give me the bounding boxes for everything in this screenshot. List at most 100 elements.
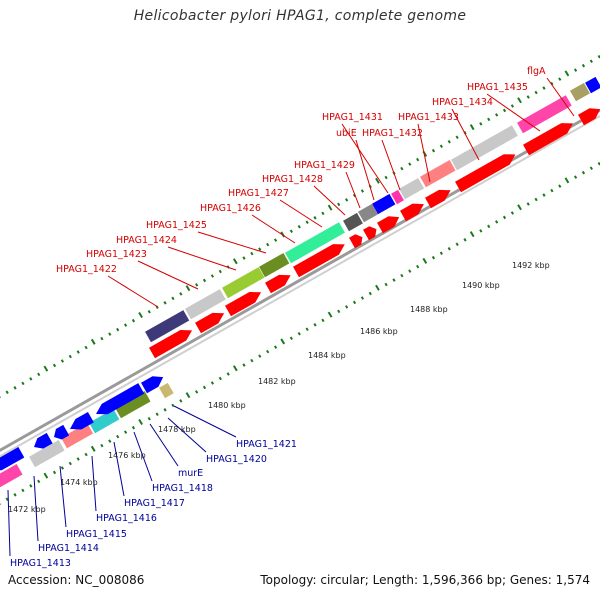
tick-mark-inner (375, 284, 380, 291)
tick-mark-inner (68, 461, 72, 466)
tick-mark-inner (469, 231, 475, 238)
gene-label-upper: HPAG1_1428 (262, 174, 323, 185)
tick-mark-inner (37, 479, 41, 484)
gene-label-upper: HPAG1_1433 (398, 112, 459, 123)
tick-mark-outer (210, 274, 215, 278)
tick-mark-inner (289, 336, 293, 340)
tick-mark-outer (360, 189, 365, 193)
feature-block-upper (570, 82, 590, 102)
leader-line (133, 431, 153, 482)
leader-line (137, 260, 199, 290)
feature-block-upper (343, 212, 363, 232)
tick-mark-outer (526, 95, 530, 99)
tick-mark-outer (305, 220, 309, 225)
tick-mark-inner (542, 193, 546, 197)
tick-mark-inner (108, 439, 112, 443)
tick-mark-outer (68, 354, 72, 359)
feature-block-upper (420, 160, 456, 188)
tick-mark-inner (479, 229, 483, 233)
tick-mark-outer (29, 377, 33, 381)
feature-block-lower (61, 423, 94, 449)
tick-mark-outer (439, 144, 443, 148)
kbp-label: 1484 kbp (308, 351, 346, 360)
tick-mark-outer (297, 224, 301, 229)
tick-mark-inner (210, 381, 215, 385)
tick-mark-outer (581, 63, 586, 68)
tick-mark-outer (534, 90, 538, 95)
tick-mark-inner (360, 296, 365, 300)
gene-arrow-forward (363, 226, 377, 241)
kbp-label: 1490 kbp (462, 281, 500, 290)
tick-mark-outer (408, 162, 412, 166)
tick-mark-outer (375, 177, 380, 184)
kbp-label: 1480 kbp (208, 401, 246, 410)
leader-line (279, 199, 323, 228)
tick-mark-inner (21, 488, 25, 493)
kbp-label: 1474 kbp (60, 478, 98, 487)
tick-mark-outer (76, 350, 80, 354)
tick-mark-inner (422, 257, 428, 264)
tick-mark-inner (116, 434, 120, 439)
tick-mark-outer (60, 359, 65, 363)
tick-mark-outer (5, 390, 9, 395)
tick-mark-inner (90, 445, 96, 452)
tick-mark-outer (469, 124, 475, 131)
gene-label-lower: HPAG1_1420 (206, 454, 267, 465)
feature-block-upper (145, 310, 190, 343)
gene-arrow-reverse (34, 432, 53, 449)
gene-arrow-forward (523, 123, 573, 156)
gene-arrow-forward (578, 108, 600, 126)
feature-block-lower (115, 391, 151, 419)
tick-mark-inner (581, 170, 586, 175)
tick-mark-inner (313, 323, 317, 327)
tick-mark-outer (202, 278, 207, 283)
tick-mark-inner (305, 327, 309, 332)
tick-mark-inner (258, 354, 262, 358)
gene-label-upper: HPAG1_1435 (467, 82, 528, 93)
gene-arrow-forward (293, 244, 345, 278)
tick-mark-outer (250, 251, 254, 256)
tick-mark-outer (13, 386, 17, 390)
leader-line (7, 489, 11, 557)
leader-line (486, 93, 541, 132)
feature-block-upper (391, 189, 404, 205)
feature-block-lower (159, 382, 174, 399)
leader-line (197, 231, 267, 254)
tick-mark-outer (100, 336, 104, 341)
feature-blocks (0, 76, 600, 492)
tick-mark-outer (179, 292, 183, 296)
gene-label-lower: HPAG1_1418 (152, 483, 213, 494)
tick-mark-outer (589, 59, 593, 63)
tick-mark-inner (564, 177, 570, 184)
tick-mark-outer (321, 211, 325, 216)
tick-mark-outer (90, 338, 96, 345)
tick-mark-inner (463, 238, 467, 242)
gene-label-upper: HPAG1_1422 (56, 264, 117, 275)
tick-mark-outer (400, 166, 404, 171)
leader-line (417, 123, 431, 183)
feature-block-lower (29, 440, 65, 468)
gene-labels: HPAG1_1422 HPAG1_1423 HPAG1_1424 HPAG1_1425… (10, 66, 546, 569)
tick-mark-outer (195, 283, 199, 287)
tick-mark-inner (337, 309, 341, 314)
kbp-label: 1488 kbp (410, 305, 448, 314)
tick-mark-inner (573, 175, 578, 179)
tick-mark-inner (185, 392, 191, 399)
tick-mark-outer (147, 309, 151, 314)
gene-arrow-forward (455, 154, 516, 193)
topology-text: Topology: circular; Length: 1,596,366 bp… (260, 573, 590, 587)
leader-line (167, 417, 207, 453)
gene-arrow-reverse (70, 411, 94, 430)
gene-arrow-forward (425, 189, 451, 209)
feature-block-upper (259, 252, 290, 278)
gene-label-upper: HPAG1_1426 (200, 203, 261, 214)
tick-mark-inner (431, 255, 436, 260)
tick-mark-outer (185, 285, 191, 292)
tick-mark-inner (123, 430, 128, 434)
feature-block-upper (285, 222, 345, 264)
tick-mark-outer (455, 135, 459, 140)
gene-arrow-reverse (0, 447, 25, 471)
leader-line (381, 139, 401, 191)
tick-mark-outer (273, 238, 278, 242)
